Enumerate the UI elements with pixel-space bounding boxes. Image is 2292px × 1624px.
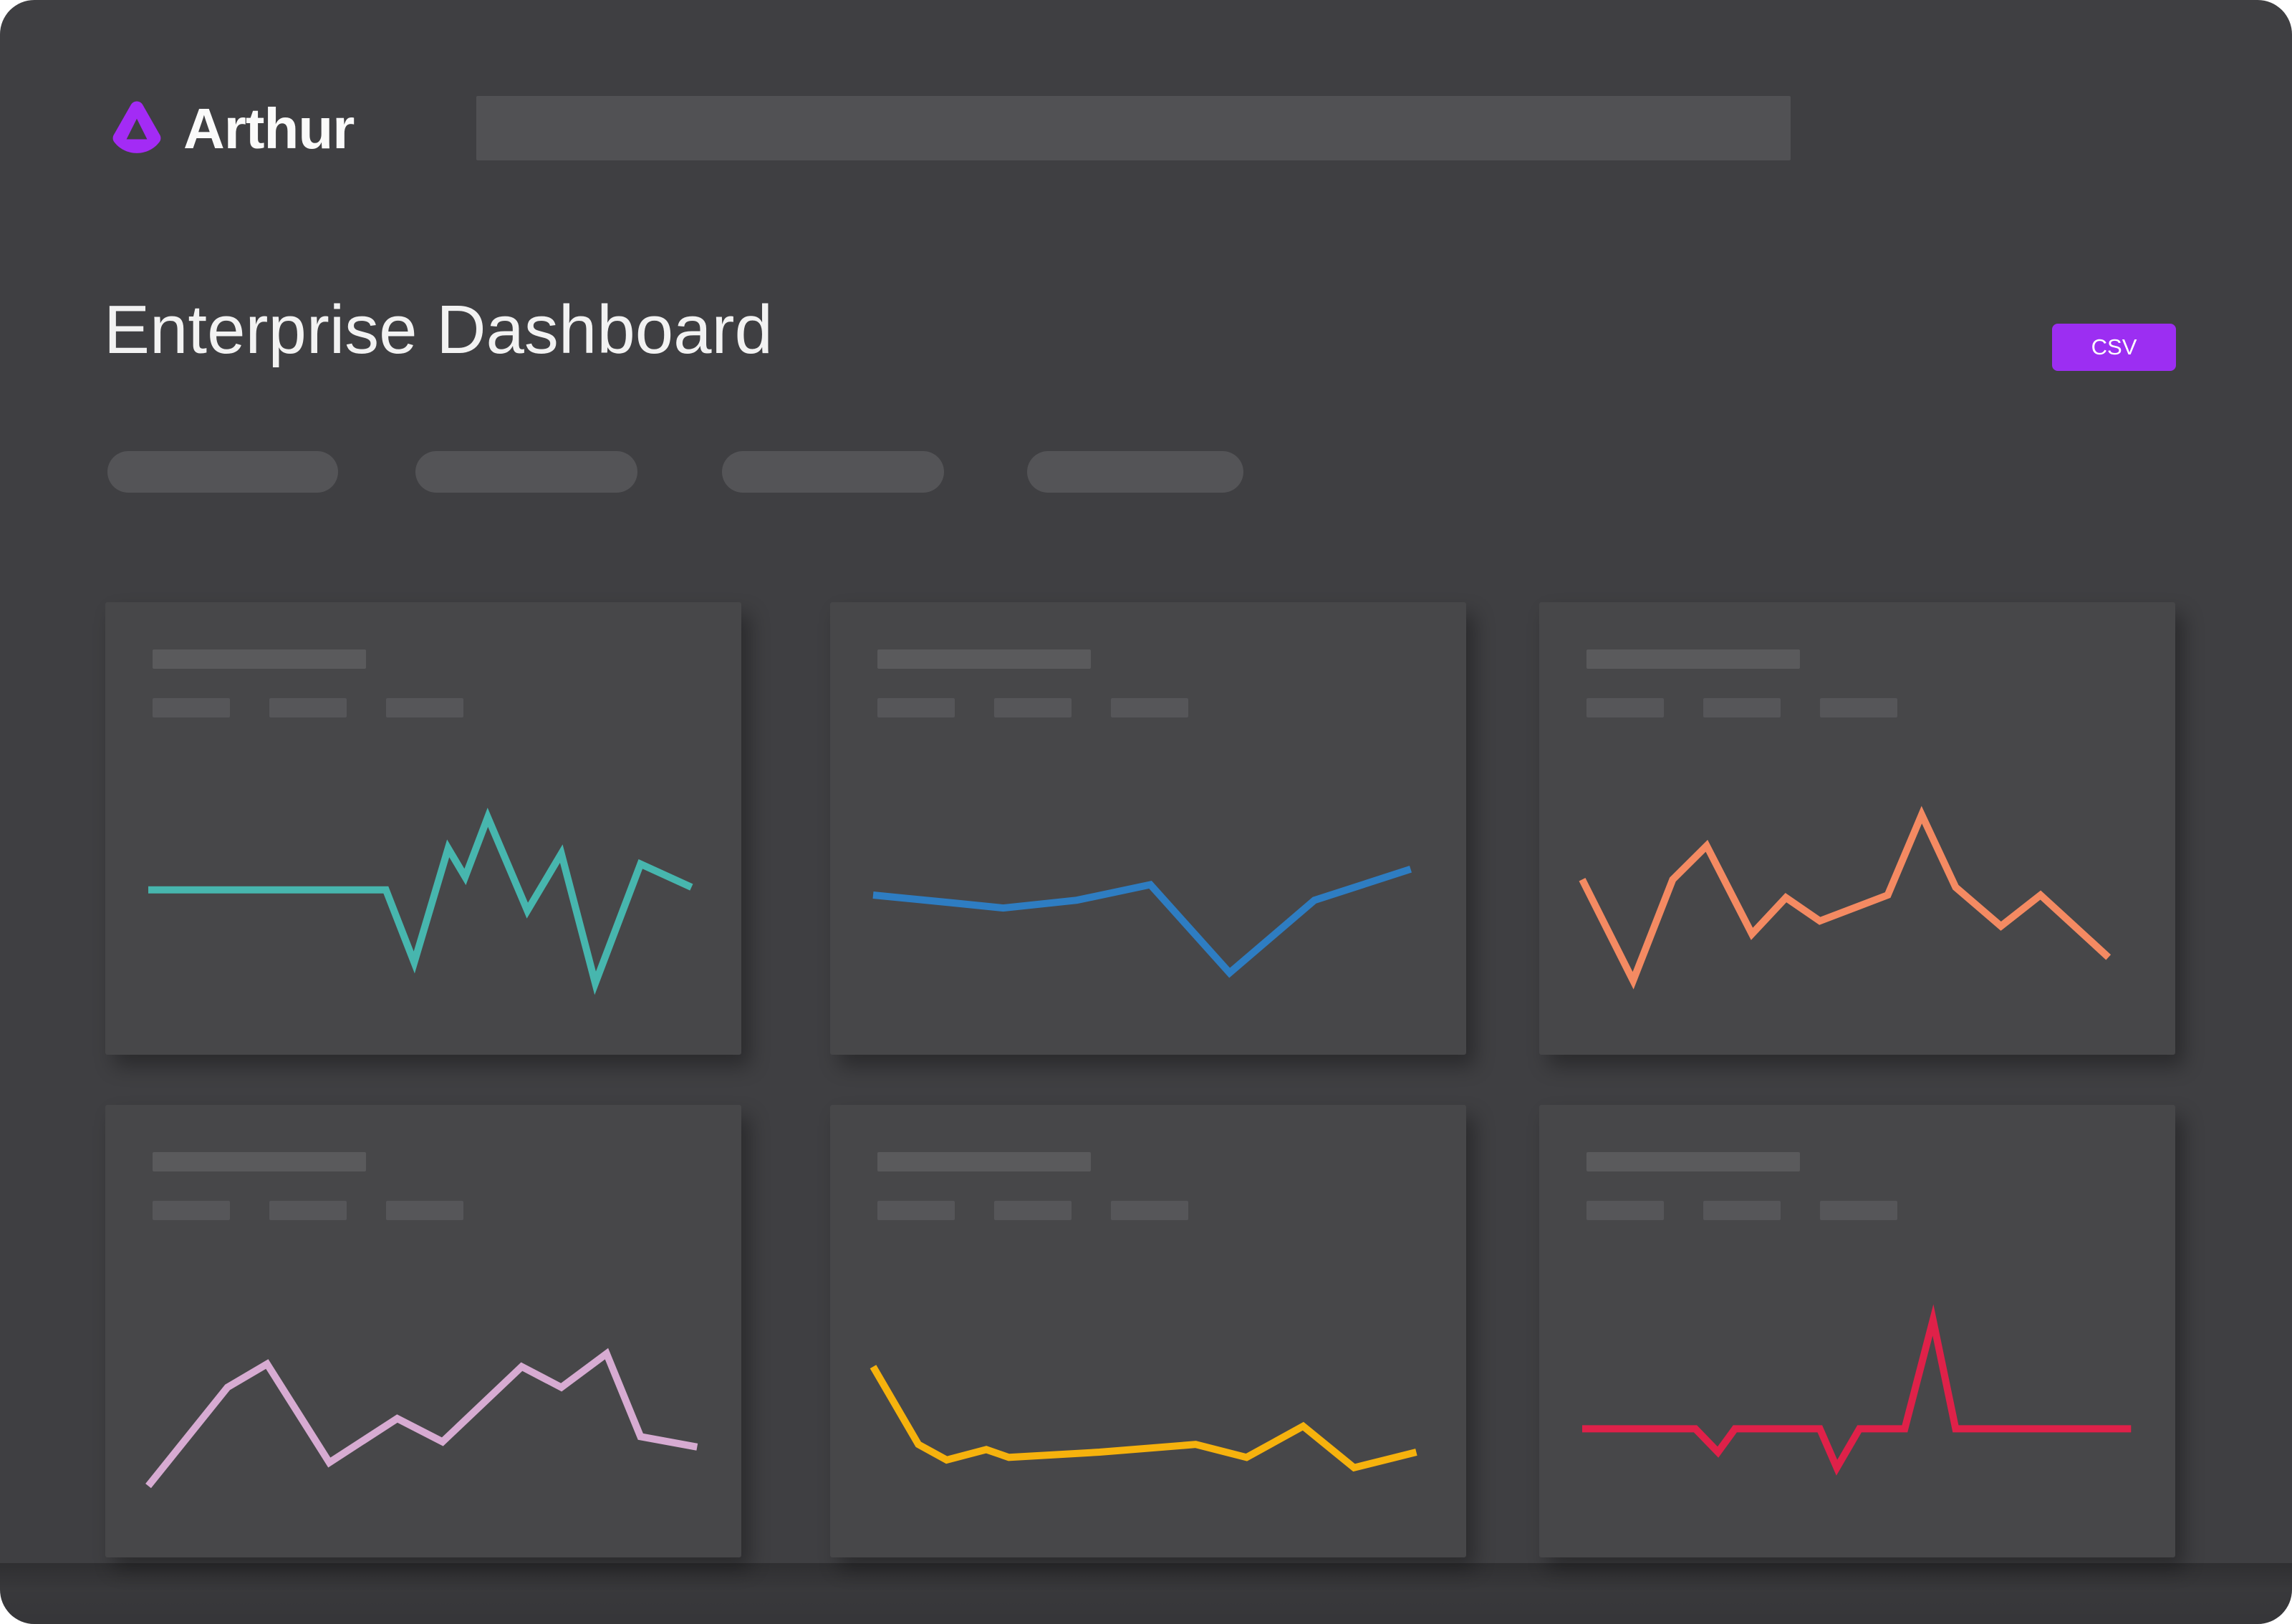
legend-chip-placeholder xyxy=(153,1201,230,1220)
card-title-placeholder xyxy=(1586,1152,1800,1171)
legend-chip-placeholder xyxy=(1703,1201,1781,1220)
filter-pill-2[interactable] xyxy=(415,451,637,493)
line-chart xyxy=(1579,806,2112,990)
line-chart xyxy=(870,1365,1417,1472)
legend-chip-placeholder xyxy=(269,1201,347,1220)
card-legend-placeholder-row xyxy=(877,1201,1188,1220)
chart-card-5[interactable] xyxy=(830,1105,1466,1557)
brand-name: Arthur xyxy=(183,97,355,160)
line-chart xyxy=(145,1348,698,1489)
legend-chip-placeholder xyxy=(1586,698,1664,717)
legend-chip-placeholder xyxy=(1820,1201,1897,1220)
page-title: Enterprise Dashboard xyxy=(104,291,773,368)
card-title-placeholder xyxy=(153,1152,366,1171)
chart-line xyxy=(872,866,1412,978)
legend-chip-placeholder xyxy=(994,1201,1072,1220)
line-chart xyxy=(148,807,693,995)
card-legend-placeholder-row xyxy=(153,698,463,717)
card-legend-placeholder-row xyxy=(1586,698,1897,717)
legend-chip-placeholder xyxy=(994,698,1072,717)
chart-line xyxy=(870,1365,1417,1472)
chart-line xyxy=(145,1348,698,1489)
legend-chip-placeholder xyxy=(877,1201,955,1220)
legend-chip-placeholder xyxy=(386,698,463,717)
legend-chip-placeholder xyxy=(1703,698,1781,717)
legend-chip-placeholder xyxy=(1111,698,1188,717)
legend-chip-placeholder xyxy=(153,698,230,717)
chart-line xyxy=(148,807,693,995)
legend-chip-placeholder xyxy=(1111,1201,1188,1220)
card-title-placeholder xyxy=(877,1152,1091,1171)
chart-card-6[interactable] xyxy=(1539,1105,2175,1557)
legend-chip-placeholder xyxy=(1820,698,1897,717)
chart-line xyxy=(1582,1304,2132,1476)
card-legend-placeholder-row xyxy=(1586,1201,1897,1220)
card-title-placeholder xyxy=(153,649,366,669)
chart-line xyxy=(1579,806,2112,990)
chart-card-4[interactable] xyxy=(105,1105,741,1557)
card-legend-placeholder-row xyxy=(153,1201,463,1220)
chart-card-3[interactable] xyxy=(1539,602,2175,1055)
legend-chip-placeholder xyxy=(269,698,347,717)
csv-export-button[interactable]: CSV xyxy=(2052,324,2176,371)
arthur-logo-icon xyxy=(112,101,161,153)
card-title-placeholder xyxy=(1586,649,1800,669)
card-legend-placeholder-row xyxy=(877,698,1188,717)
filter-pill-4[interactable] xyxy=(1027,451,1243,493)
legend-chip-placeholder xyxy=(386,1201,463,1220)
card-title-placeholder xyxy=(877,649,1091,669)
bottom-shadow-band xyxy=(0,1563,2292,1624)
legend-chip-placeholder xyxy=(877,698,955,717)
chart-card-1[interactable] xyxy=(105,602,741,1055)
filter-pill-1[interactable] xyxy=(107,451,338,493)
chart-card-2[interactable] xyxy=(830,602,1466,1055)
line-chart xyxy=(872,866,1412,978)
search-input[interactable] xyxy=(476,96,1791,160)
line-chart xyxy=(1582,1304,2132,1476)
brand-logo[interactable]: Arthur xyxy=(109,97,355,160)
filter-pill-3[interactable] xyxy=(722,451,944,493)
legend-chip-placeholder xyxy=(1586,1201,1664,1220)
